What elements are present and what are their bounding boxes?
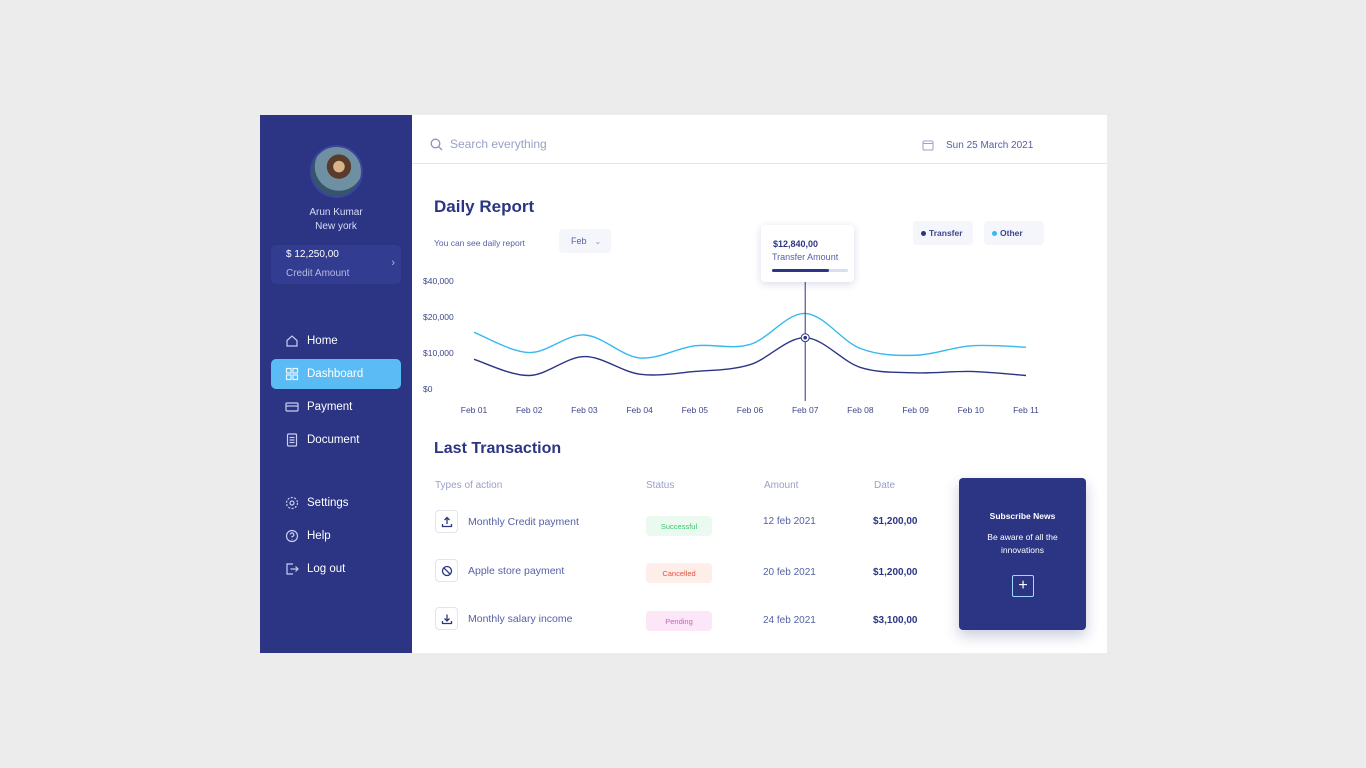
current-date: Sun 25 March 2021 [946, 140, 1034, 151]
table-row-amount: $1,200,00 [873, 567, 918, 578]
sidebar-item-home[interactable]: Home [271, 326, 401, 356]
credit-amount-label: Credit Amount [286, 268, 350, 279]
app-window: Arun Kumar New york $ 12,250,00 Credit A… [260, 115, 1107, 653]
upload-icon [435, 510, 458, 533]
y-tick-label: $40,000 [423, 276, 454, 286]
month-select-value: Feb [571, 236, 587, 246]
table-row-action[interactable]: Monthly Credit payment [468, 516, 579, 528]
table-row-amount: $3,100,00 [873, 615, 918, 626]
status-badge: Cancelled [646, 563, 712, 583]
x-tick-label: Feb 08 [847, 405, 874, 415]
sidebar-item-document[interactable]: Document [271, 425, 401, 455]
chevron-right-icon[interactable]: › [391, 257, 395, 269]
subscribe-news-card: Subscribe News Be aware of all the innov… [959, 478, 1086, 630]
tooltip-label: Transfer Amount [772, 252, 839, 262]
y-tick-label: $20,000 [423, 312, 454, 322]
table-row-amount: $1,200,00 [873, 516, 918, 527]
search-input[interactable] [450, 135, 750, 153]
series-line-other [473, 312, 1027, 359]
x-tick-label: Feb 02 [516, 405, 543, 415]
column-header-date: Date [874, 480, 896, 491]
table-row-action[interactable]: Apple store payment [468, 565, 565, 577]
topbar: Sun 25 March 2021 [412, 115, 1107, 164]
page-title: Daily Report [434, 197, 535, 216]
chevron-down-icon: ⌄ [594, 236, 602, 246]
sidebar-item-dashboard[interactable]: Dashboard [271, 359, 401, 389]
legend-label: Transfer [929, 228, 963, 238]
legend-dot [921, 230, 926, 236]
status-badge: Pending [646, 611, 712, 631]
x-tick-label: Feb 01 [461, 405, 488, 415]
sidebar-item-help[interactable]: Help [271, 521, 401, 551]
credit-card[interactable]: $ 12,250,00 Credit Amount › [271, 245, 401, 284]
logout-icon [285, 562, 299, 576]
user-name: Arun Kumar [309, 207, 363, 218]
sidebar-item-label: Document [307, 434, 360, 446]
month-select[interactable]: Feb ⌄ [559, 229, 611, 253]
column-header-action: Types of action [435, 480, 503, 491]
credit-card-icon [285, 400, 299, 414]
x-tick-label: Feb 05 [682, 405, 709, 415]
avatar[interactable] [310, 145, 363, 198]
sidebar-item-label: Settings [307, 497, 349, 509]
help-icon [285, 529, 299, 543]
sidebar-item-label: Help [307, 530, 331, 542]
user-city: New york [315, 221, 357, 232]
blocked-icon [435, 559, 458, 582]
x-tick-label: Feb 07 [792, 405, 819, 415]
x-tick-label: Feb 10 [958, 405, 985, 415]
calendar-icon [922, 140, 934, 151]
report-subtitle: You can see daily report [434, 238, 525, 248]
legend-dot [992, 230, 997, 236]
download-icon [435, 607, 458, 630]
status-badge: Successful [646, 516, 712, 536]
transactions-title: Last Transaction [434, 440, 562, 457]
subscribe-title: Subscribe News [989, 511, 1056, 521]
sidebar-item-settings[interactable]: Settings [271, 488, 401, 518]
x-tick-label: Feb 11 [1013, 405, 1039, 415]
table-row-date: 20 feb 2021 [763, 567, 816, 578]
table-row-date: 12 feb 2021 [763, 516, 816, 527]
x-tick-label: Feb 09 [902, 405, 929, 415]
tooltip-progress-fill [772, 269, 829, 272]
x-tick-label: Feb 06 [737, 405, 764, 415]
sidebar-item-logout[interactable]: Log out [271, 554, 401, 584]
x-tick-label: Feb 03 [571, 405, 598, 415]
highlight-marker-dot [803, 335, 807, 340]
daily-report-chart: $40,000 $20,000 $10,000 $0 Feb 01 Feb 02 Feb 0… [423, 247, 1039, 415]
series-line-transfer [473, 336, 1027, 377]
dashboard-icon [285, 367, 299, 381]
credit-amount-value: $ 12,250,00 [286, 249, 339, 260]
chart-tooltip: $12,840,00 Transfer Amount [761, 225, 854, 282]
column-header-status: Status [646, 480, 675, 491]
x-tick-label: Feb 04 [626, 405, 653, 415]
gear-icon [285, 496, 299, 510]
sidebar-item-label: Payment [307, 401, 353, 413]
column-header-amount: Amount [764, 480, 799, 491]
tooltip-progress [772, 269, 848, 272]
sidebar-item-label: Log out [307, 563, 346, 575]
subscribe-text: Be aware of all the innovations [987, 532, 1058, 555]
y-tick-label: $0 [423, 384, 433, 394]
legend-other[interactable]: Other [984, 221, 1044, 245]
sidebar: Arun Kumar New york $ 12,250,00 Credit A… [260, 115, 412, 653]
search-icon [430, 138, 443, 151]
legend-label: Other [1000, 228, 1023, 238]
table-row-date: 24 feb 2021 [763, 615, 816, 626]
plus-icon[interactable]: + [1012, 575, 1034, 597]
y-tick-label: $10,000 [423, 348, 454, 358]
home-icon [285, 334, 299, 348]
sidebar-item-label: Dashboard [307, 368, 364, 380]
table-row-action[interactable]: Monthly salary income [468, 613, 573, 625]
sidebar-item-payment[interactable]: Payment [271, 392, 401, 422]
document-icon [285, 433, 299, 447]
sidebar-item-label: Home [307, 335, 338, 347]
tooltip-value: $12,840,00 [773, 239, 819, 249]
legend-transfer[interactable]: Transfer [913, 221, 973, 245]
